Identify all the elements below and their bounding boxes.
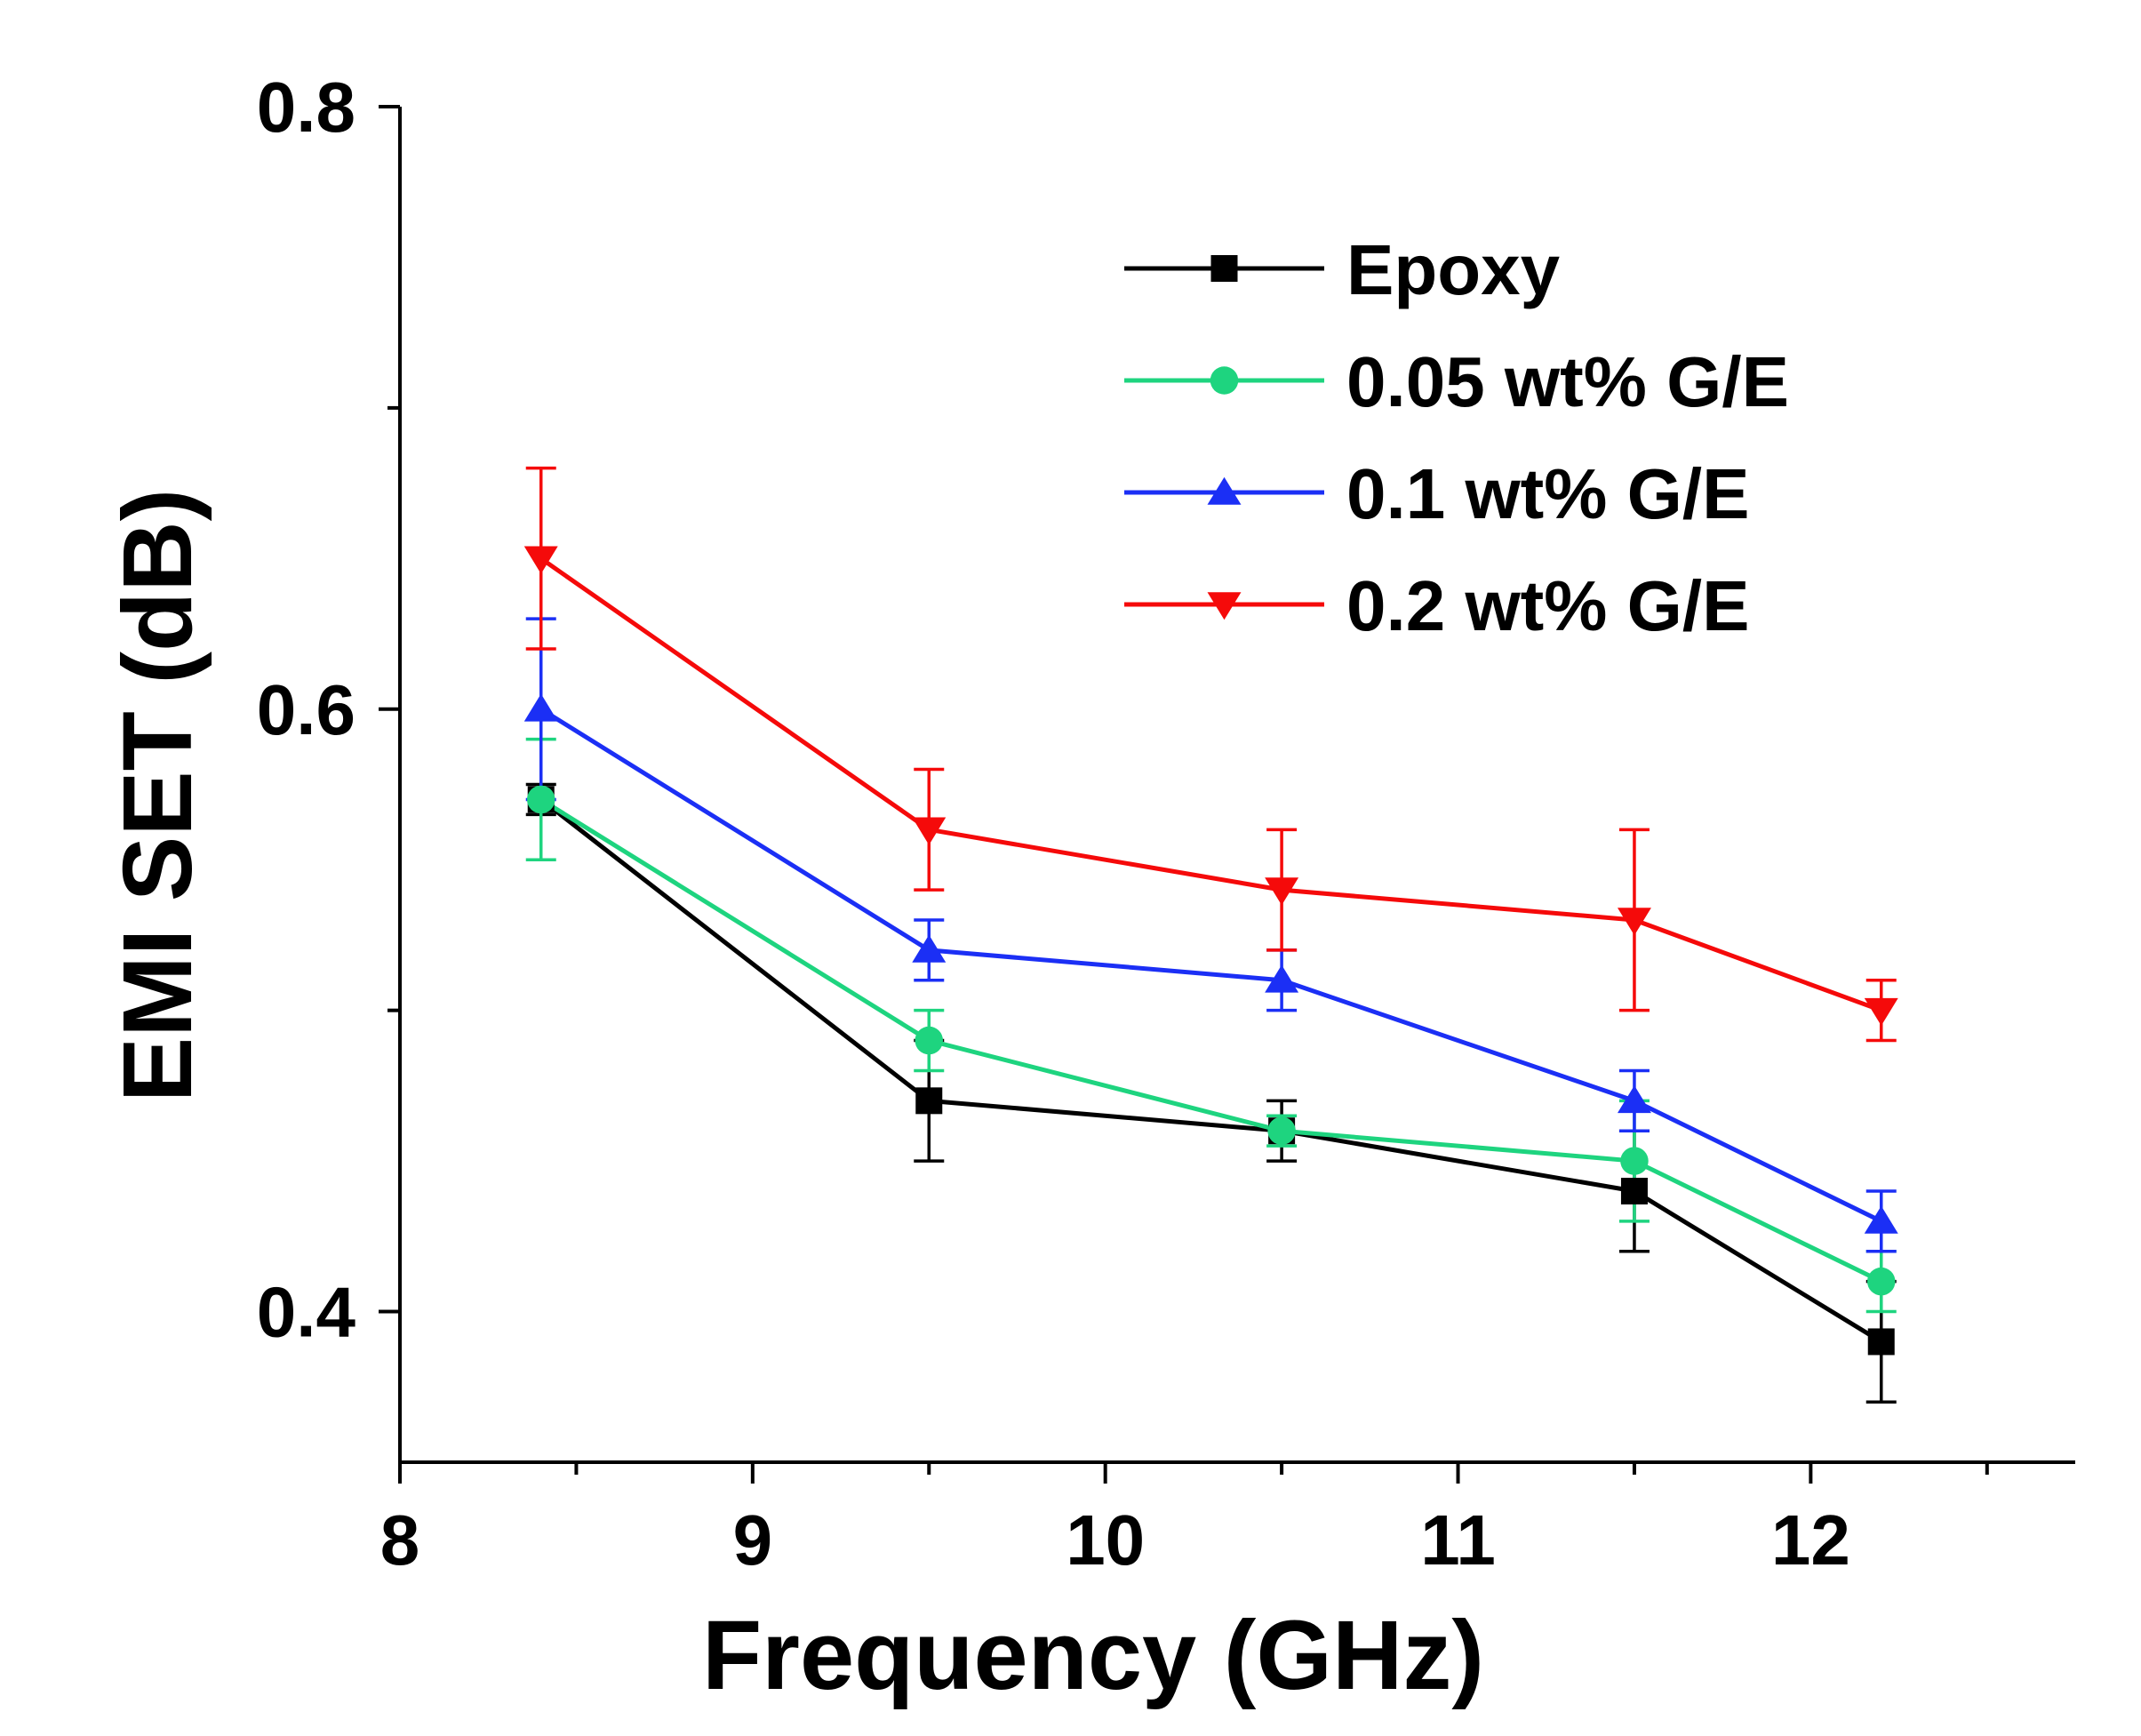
legend-label: 0.2 wt% G/E bbox=[1346, 566, 1749, 645]
tick-labels: 8 9 10 11 12 0.4 0.6 0.8 bbox=[257, 68, 1850, 1580]
data-point-square bbox=[1867, 1328, 1895, 1356]
legend-marker-triangle-down bbox=[1207, 592, 1242, 620]
data-point-triangle-down bbox=[1864, 997, 1898, 1026]
axes bbox=[379, 105, 2075, 1484]
series-lines bbox=[539, 556, 1883, 1344]
x-tick-label: 10 bbox=[1066, 1500, 1145, 1580]
x-axis-title: Frequency (GHz) bbox=[702, 1601, 1484, 1710]
series-line-1 bbox=[539, 797, 1882, 1284]
x-tick-label: 9 bbox=[733, 1500, 773, 1580]
legend-label: 0.1 wt% G/E bbox=[1346, 454, 1749, 533]
data-point-triangle-up bbox=[1864, 1205, 1898, 1234]
data-point-triangle-down bbox=[523, 546, 558, 574]
data-point-circle bbox=[1866, 1267, 1896, 1296]
data-point-triangle-down bbox=[1617, 908, 1651, 936]
legend: Epoxy 0.05 wt% G/E 0.1 wt% G/E 0.2 wt% G/E bbox=[1124, 230, 1789, 645]
y-axis-title: EMI SET (dB) bbox=[103, 489, 212, 1103]
legend-label: 0.05 wt% G/E bbox=[1346, 342, 1789, 421]
y-tick-label: 0.6 bbox=[257, 670, 356, 749]
series-line-2 bbox=[539, 707, 1882, 1224]
series-line-0 bbox=[539, 797, 1883, 1344]
x-tick-label: 8 bbox=[380, 1500, 420, 1580]
data-point-triangle-up bbox=[523, 693, 558, 722]
data-point-triangle-up bbox=[1265, 964, 1299, 993]
data-point-triangle-down bbox=[912, 817, 947, 845]
data-point-triangle-down bbox=[1265, 877, 1299, 906]
y-tick-label: 0.4 bbox=[257, 1273, 356, 1352]
legend-marker-triangle-up bbox=[1207, 476, 1242, 505]
y-tick-label: 0.8 bbox=[257, 68, 356, 147]
legend-marker-circle bbox=[1210, 366, 1239, 395]
data-point-triangle-up bbox=[912, 934, 947, 963]
data-point-circle bbox=[1267, 1116, 1296, 1145]
data-point-circle bbox=[1620, 1147, 1649, 1175]
legend-marker-square bbox=[1210, 255, 1238, 282]
x-tick-label: 11 bbox=[1420, 1500, 1496, 1580]
x-tick-label: 12 bbox=[1771, 1500, 1850, 1580]
data-point-triangle-up bbox=[1617, 1085, 1651, 1114]
data-point-square bbox=[1620, 1178, 1648, 1204]
data-point-circle bbox=[526, 785, 555, 814]
data-point-square bbox=[915, 1087, 943, 1115]
data-point-circle bbox=[915, 1026, 944, 1055]
data-markers bbox=[523, 546, 1898, 1356]
legend-label: Epoxy bbox=[1346, 230, 1561, 309]
